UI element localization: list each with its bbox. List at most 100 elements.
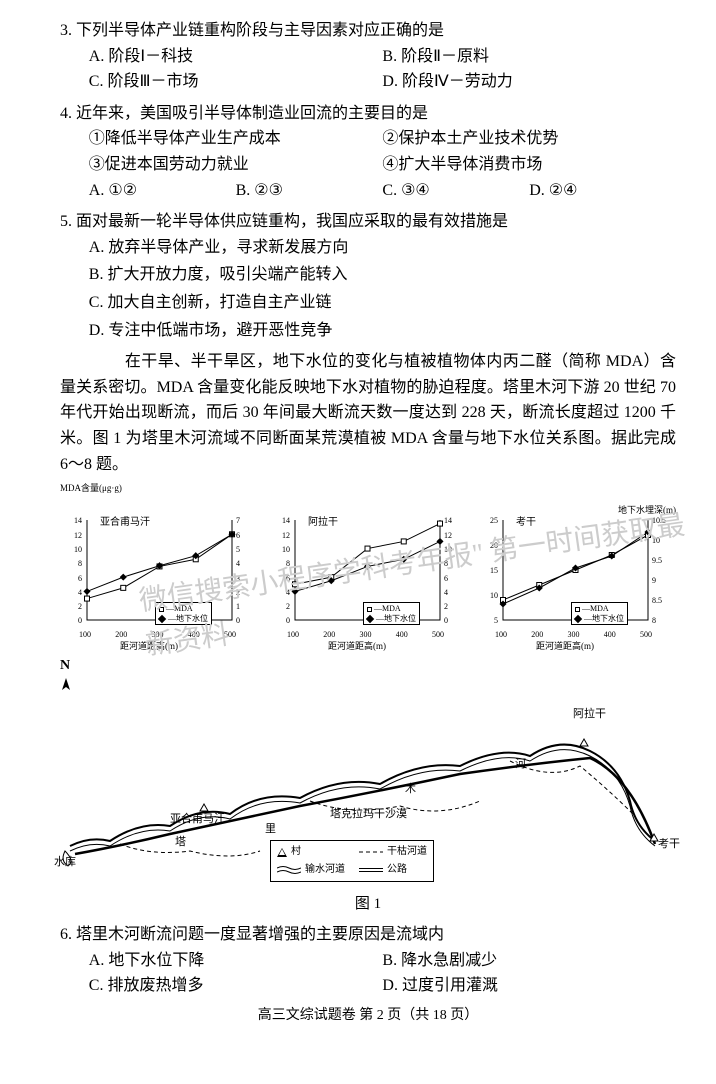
xtick: 500 [432,629,444,642]
ytick-r: 8 [652,615,670,628]
ytick-r: 10.5 [652,515,670,528]
q5-opt-d: D. 专注中低端市场，避开恶性竞争 [89,318,676,344]
chart-legend: —MDA—地下水位 [155,602,212,625]
map-figure: 阿拉干 亚合甫马汗 塔克拉玛干沙漠 塔 里 木 河 水库 考干 村 干枯河道 输… [60,706,676,886]
q6-stem: 6. 塔里木河断流问题一度显著增强的主要原因是流域内 [60,922,676,948]
ytick: 25 [486,515,498,528]
chart-panel-2: 阿拉干0246810121402468101214100200300400500… [268,503,468,653]
ytick-r: 5 [236,544,254,557]
question-3: 3. 下列半导体产业链重构阶段与主导因素对应正确的是 A. 阶段Ⅰ－科技 B. … [60,18,676,95]
q3-opt-a: A. 阶段Ⅰ－科技 [89,44,383,70]
ytick: 0 [278,615,290,628]
q4-subs-row2: ③促进本国劳动力就业 ④扩大半导体消费市场 [60,152,676,178]
q5-opt-a: A. 放弃半导体产业，寻求新发展方向 [89,235,676,261]
q4-stem: 4. 近年来，美国吸引半导体制造业回流的主要目的是 [60,101,676,127]
ytick: 4 [278,587,290,600]
chart-panel-1: 亚合甫马汗0246810121401234567100200300400500距… [60,503,260,653]
page-footer: 高三文综试题卷 第 2 页（共 18 页） [60,1005,676,1027]
q3-opt-b: B. 阶段Ⅱ－原料 [382,44,676,70]
chart-legend: —MDA—地下水位 [363,602,420,625]
q5-stem: 5. 面对最新一轮半导体供应链重构，我国应采取的最有效措施是 [60,209,676,235]
ytick: 15 [486,565,498,578]
q4-opt-b: B. ②③ [236,178,383,204]
dash-icon [359,848,383,856]
q4-sub2: ②保护本土产业技术优势 [382,126,676,152]
ytick-r: 10 [444,544,462,557]
figure-caption: 图 1 [60,892,676,916]
ytick: 6 [278,573,290,586]
ytick-r: 8 [444,558,462,571]
q4-opt-c: C. ③④ [382,178,529,204]
ytick: 8 [278,558,290,571]
ytick: 14 [70,515,82,528]
q4-sub4: ④扩大半导体消费市场 [382,152,676,178]
ytick: 5 [486,615,498,628]
q6-opt-b: B. 降水急剧减少 [382,948,676,974]
ytick: 14 [278,515,290,528]
ytick-r: 10 [652,535,670,548]
q4-sub1: ①降低半导体产业生产成本 [89,126,383,152]
ytick-r: 6 [236,530,254,543]
q5-opt-b: B. 扩大开放力度，吸引尖端产能转入 [89,262,676,288]
legend-dry: 干枯河道 [359,844,427,860]
q4-options: A. ①② B. ②③ C. ③④ D. ②④ [60,178,676,204]
ytick-r: 0 [236,615,254,628]
ytick: 2 [278,601,290,614]
xtick: 500 [224,629,236,642]
map-label-mu: 木 [405,781,416,799]
xtick: 100 [287,629,299,642]
map-label-shuiku: 水库 [54,854,76,872]
compass-icon: N [60,655,676,704]
triangle-icon [277,848,287,857]
q6-opt-c: C. 排放废热增多 [89,973,383,999]
ytick: 12 [70,530,82,543]
ytick: 20 [486,540,498,553]
map-legend: 村 干枯河道 输水河道 公路 [270,840,434,882]
q4-opt-a: A. ①② [89,178,236,204]
map-label-takla: 塔克拉玛干沙漠 [330,806,407,824]
compass-n: N [60,658,70,673]
ytick: 10 [486,590,498,603]
chart-xlabel: 距河道距高(m) [120,639,178,653]
map-label-tarim: 塔 [175,834,186,852]
charts-row: 亚合甫马汗0246810121401234567100200300400500距… [60,503,676,653]
xtick: 500 [640,629,652,642]
ytick-r: 2 [444,601,462,614]
ytick-r: 7 [236,515,254,528]
ytick: 12 [278,530,290,543]
ytick-r: 4 [236,558,254,571]
xtick: 400 [604,629,616,642]
q4-opt-d: D. ②④ [529,178,676,204]
ytick-r: 9 [652,575,670,588]
chart-xlabel: 距河道距高(m) [328,639,386,653]
ytick-r: 9.5 [652,555,670,568]
xtick: 100 [495,629,507,642]
ytick-r: 8.5 [652,595,670,608]
ytick: 0 [70,615,82,628]
ytick: 4 [70,587,82,600]
map-label-alagan: 阿拉干 [573,706,606,724]
q3-opt-c: C. 阶段Ⅲ－市场 [89,69,383,95]
chart-panel-3: 考干地下水埋深(m)51015202588.599.51010.51002003… [476,503,676,653]
map-label-yahefu: 亚合甫马汗 [170,811,225,829]
q4-subs-row1: ①降低半导体产业生产成本 ②保护本土产业技术优势 [60,126,676,152]
chart-ylabel-left: MDA含量(μg·g) [60,481,676,495]
legend-water: 输水河道 [277,862,345,878]
map-label-kaogan: 考干 [658,836,680,854]
q6-opt-d: D. 过度引用灌溉 [382,973,676,999]
q5-options: A. 放弃半导体产业，寻求新发展方向 B. 扩大开放力度，吸引尖端产能转入 C.… [60,235,676,343]
map-label-li: 里 [265,821,276,839]
ytick-r: 14 [444,515,462,528]
ytick: 6 [70,573,82,586]
legend-village: 村 [277,844,345,860]
q6-options-row1: A. 地下水位下降 B. 降水急剧减少 [60,948,676,974]
road-icon [359,866,383,874]
q6-opt-a: A. 地下水位下降 [89,948,383,974]
ytick-r: 2 [236,587,254,600]
q3-options-row2: C. 阶段Ⅲ－市场 D. 阶段Ⅳ－劳动力 [60,69,676,95]
ytick: 10 [278,544,290,557]
q3-opt-d: D. 阶段Ⅳ－劳动力 [382,69,676,95]
ytick-r: 0 [444,615,462,628]
q6-options-row2: C. 排放废热增多 D. 过度引用灌溉 [60,973,676,999]
q4-sub3: ③促进本国劳动力就业 [89,152,383,178]
